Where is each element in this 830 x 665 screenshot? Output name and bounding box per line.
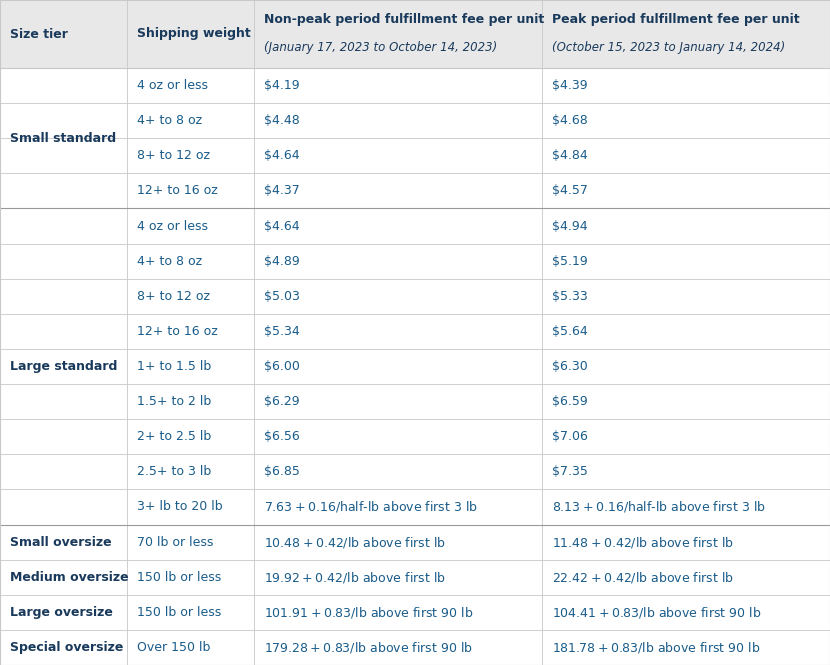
Text: $4.48: $4.48 bbox=[264, 114, 300, 127]
Text: 150 lb or less: 150 lb or less bbox=[137, 571, 222, 584]
Text: $5.34: $5.34 bbox=[264, 325, 300, 338]
Bar bbox=[0, 419, 830, 454]
Bar bbox=[0, 243, 830, 279]
Text: Peak period fulfillment fee per unit: Peak period fulfillment fee per unit bbox=[552, 13, 799, 25]
Text: 4 oz or less: 4 oz or less bbox=[137, 79, 208, 92]
Text: $4.64: $4.64 bbox=[264, 150, 300, 162]
Text: $11.48 + $0.42/lb above first lb: $11.48 + $0.42/lb above first lb bbox=[552, 535, 734, 549]
Text: $6.29: $6.29 bbox=[264, 395, 300, 408]
Text: $4.94: $4.94 bbox=[552, 219, 588, 233]
Bar bbox=[0, 349, 830, 384]
Bar bbox=[0, 630, 830, 665]
Bar bbox=[0, 525, 830, 560]
Text: 2.5+ to 3 lb: 2.5+ to 3 lb bbox=[137, 465, 211, 478]
Text: $10.48 + $0.42/lb above first lb: $10.48 + $0.42/lb above first lb bbox=[264, 535, 446, 549]
Text: 12+ to 16 oz: 12+ to 16 oz bbox=[137, 184, 217, 198]
Text: Large oversize: Large oversize bbox=[10, 606, 113, 619]
Text: $5.64: $5.64 bbox=[552, 325, 588, 338]
Text: (October 15, 2023 to January 14, 2024): (October 15, 2023 to January 14, 2024) bbox=[552, 41, 785, 54]
Text: 3+ lb to 20 lb: 3+ lb to 20 lb bbox=[137, 501, 222, 513]
Text: Small standard: Small standard bbox=[10, 132, 116, 145]
Text: Special oversize: Special oversize bbox=[10, 641, 124, 654]
Text: (January 17, 2023 to October 14, 2023): (January 17, 2023 to October 14, 2023) bbox=[264, 41, 497, 54]
Text: 4+ to 8 oz: 4+ to 8 oz bbox=[137, 114, 202, 127]
Text: $179.28 + $0.83/lb above first 90 lb: $179.28 + $0.83/lb above first 90 lb bbox=[264, 640, 473, 655]
Text: $104.41 + $0.83/lb above first 90 lb: $104.41 + $0.83/lb above first 90 lb bbox=[552, 605, 761, 620]
Bar bbox=[0, 595, 830, 630]
Bar bbox=[0, 560, 830, 595]
Bar bbox=[0, 208, 830, 243]
Text: $5.19: $5.19 bbox=[552, 255, 588, 267]
Bar bbox=[0, 0, 830, 68]
Text: 1+ to 1.5 lb: 1+ to 1.5 lb bbox=[137, 360, 211, 373]
Text: $4.84: $4.84 bbox=[552, 150, 588, 162]
Bar bbox=[0, 314, 830, 349]
Bar bbox=[0, 138, 830, 174]
Text: $22.42 + $0.42/lb above first lb: $22.42 + $0.42/lb above first lb bbox=[552, 570, 734, 585]
Bar bbox=[0, 174, 830, 208]
Text: $7.63 + $0.16/half-lb above first 3 lb: $7.63 + $0.16/half-lb above first 3 lb bbox=[264, 499, 478, 515]
Text: $5.03: $5.03 bbox=[264, 290, 300, 303]
Text: $8.13 + $0.16/half-lb above first 3 lb: $8.13 + $0.16/half-lb above first 3 lb bbox=[552, 499, 766, 515]
Text: $7.06: $7.06 bbox=[552, 430, 588, 444]
Text: Large standard: Large standard bbox=[10, 360, 117, 373]
Text: 150 lb or less: 150 lb or less bbox=[137, 606, 222, 619]
Text: Size tier: Size tier bbox=[10, 27, 68, 41]
Text: $4.89: $4.89 bbox=[264, 255, 300, 267]
Bar bbox=[0, 103, 830, 138]
Text: Non-peak period fulfillment fee per unit: Non-peak period fulfillment fee per unit bbox=[264, 13, 544, 25]
Bar bbox=[0, 68, 830, 103]
Text: $6.85: $6.85 bbox=[264, 465, 300, 478]
Text: 8+ to 12 oz: 8+ to 12 oz bbox=[137, 290, 210, 303]
Text: $4.64: $4.64 bbox=[264, 219, 300, 233]
Text: $6.30: $6.30 bbox=[552, 360, 588, 373]
Bar bbox=[0, 489, 830, 525]
Text: $4.57: $4.57 bbox=[552, 184, 588, 198]
Text: $19.92 + $0.42/lb above first lb: $19.92 + $0.42/lb above first lb bbox=[264, 570, 446, 585]
Text: $6.56: $6.56 bbox=[264, 430, 300, 444]
Text: $6.59: $6.59 bbox=[552, 395, 588, 408]
Text: Over 150 lb: Over 150 lb bbox=[137, 641, 210, 654]
Text: $4.19: $4.19 bbox=[264, 79, 300, 92]
Text: $4.68: $4.68 bbox=[552, 114, 588, 127]
Text: Small oversize: Small oversize bbox=[10, 535, 111, 549]
Text: $5.33: $5.33 bbox=[552, 290, 588, 303]
Text: 8+ to 12 oz: 8+ to 12 oz bbox=[137, 150, 210, 162]
Text: 4+ to 8 oz: 4+ to 8 oz bbox=[137, 255, 202, 267]
Text: $101.91 + $0.83/lb above first 90 lb: $101.91 + $0.83/lb above first 90 lb bbox=[264, 605, 473, 620]
Bar bbox=[0, 279, 830, 314]
Text: $4.37: $4.37 bbox=[264, 184, 300, 198]
Text: $4.39: $4.39 bbox=[552, 79, 588, 92]
Text: Medium oversize: Medium oversize bbox=[10, 571, 129, 584]
Text: 4 oz or less: 4 oz or less bbox=[137, 219, 208, 233]
Text: 2+ to 2.5 lb: 2+ to 2.5 lb bbox=[137, 430, 211, 444]
Text: 70 lb or less: 70 lb or less bbox=[137, 535, 213, 549]
Text: $181.78 + $0.83/lb above first 90 lb: $181.78 + $0.83/lb above first 90 lb bbox=[552, 640, 760, 655]
Text: 12+ to 16 oz: 12+ to 16 oz bbox=[137, 325, 217, 338]
Text: Shipping weight: Shipping weight bbox=[137, 27, 251, 41]
Text: $7.35: $7.35 bbox=[552, 465, 588, 478]
Text: 1.5+ to 2 lb: 1.5+ to 2 lb bbox=[137, 395, 211, 408]
Bar bbox=[0, 384, 830, 419]
Text: $6.00: $6.00 bbox=[264, 360, 300, 373]
Bar bbox=[0, 454, 830, 489]
